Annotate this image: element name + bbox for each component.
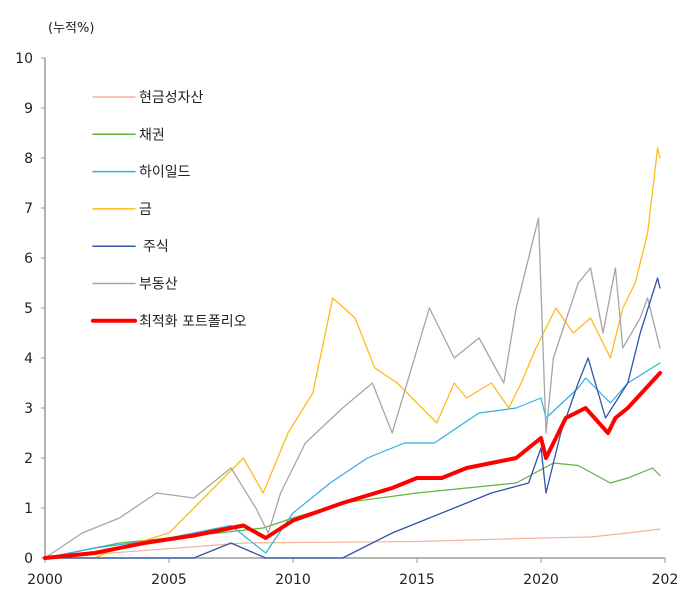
series-line-2 (44, 362, 661, 559)
x-tick-label: 2005 (151, 572, 187, 588)
y-tick-label: 2 (24, 451, 33, 467)
y-tick-label: 9 (24, 101, 33, 117)
y-tick-label: 6 (24, 251, 33, 267)
legend-item: 금 (92, 202, 152, 218)
series-line-1 (44, 462, 661, 559)
legend-label: 최적화 포트폴리오 (139, 314, 247, 330)
y-tick-label: 0 (24, 551, 33, 567)
y-tick-label: 5 (24, 301, 33, 317)
y-axis-label: (누적%) (48, 21, 94, 36)
series-line-3 (44, 147, 661, 559)
x-tick-label: 2010 (275, 572, 311, 588)
series-line-5 (44, 217, 661, 559)
x-tick-label: 2000 (27, 572, 63, 588)
x-tick-label: 2015 (399, 572, 435, 588)
series-line-0 (44, 528, 661, 559)
legend-label: 채권 (139, 127, 165, 143)
x-tick-label: 202 (652, 572, 679, 588)
legend-label: 부동산 (139, 277, 178, 293)
legend-item: 부동산 (92, 277, 178, 293)
y-tick-label: 10 (15, 51, 33, 67)
legend-label: 현금성자산 (139, 90, 204, 106)
legend-label: 금 (139, 202, 152, 218)
axes: 0 1 2 3 4 5 6 7 8 9 10 2000 2005 2010 2015 2020 202 (15, 51, 678, 588)
legend-item: 주식 (92, 239, 169, 255)
y-tick-label: 1 (24, 501, 33, 517)
legend-item: 하이일드 (92, 165, 191, 181)
y-tick-label: 7 (24, 201, 33, 217)
legend-item: 현금성자산 (92, 90, 204, 106)
x-tick-label: 2020 (523, 572, 559, 588)
series-lines (43, 147, 662, 560)
legend-label: 주식 (143, 239, 169, 255)
legend-label: 하이일드 (139, 165, 191, 181)
legend-item: 채권 (92, 127, 165, 143)
series-line-4 (44, 277, 661, 559)
series-line-6 (43, 371, 662, 560)
legend-item: 최적화 포트폴리오 (91, 314, 247, 330)
y-tick-label: 3 (24, 401, 33, 417)
y-tick-label: 4 (24, 351, 33, 367)
y-tick-label: 8 (24, 151, 33, 167)
